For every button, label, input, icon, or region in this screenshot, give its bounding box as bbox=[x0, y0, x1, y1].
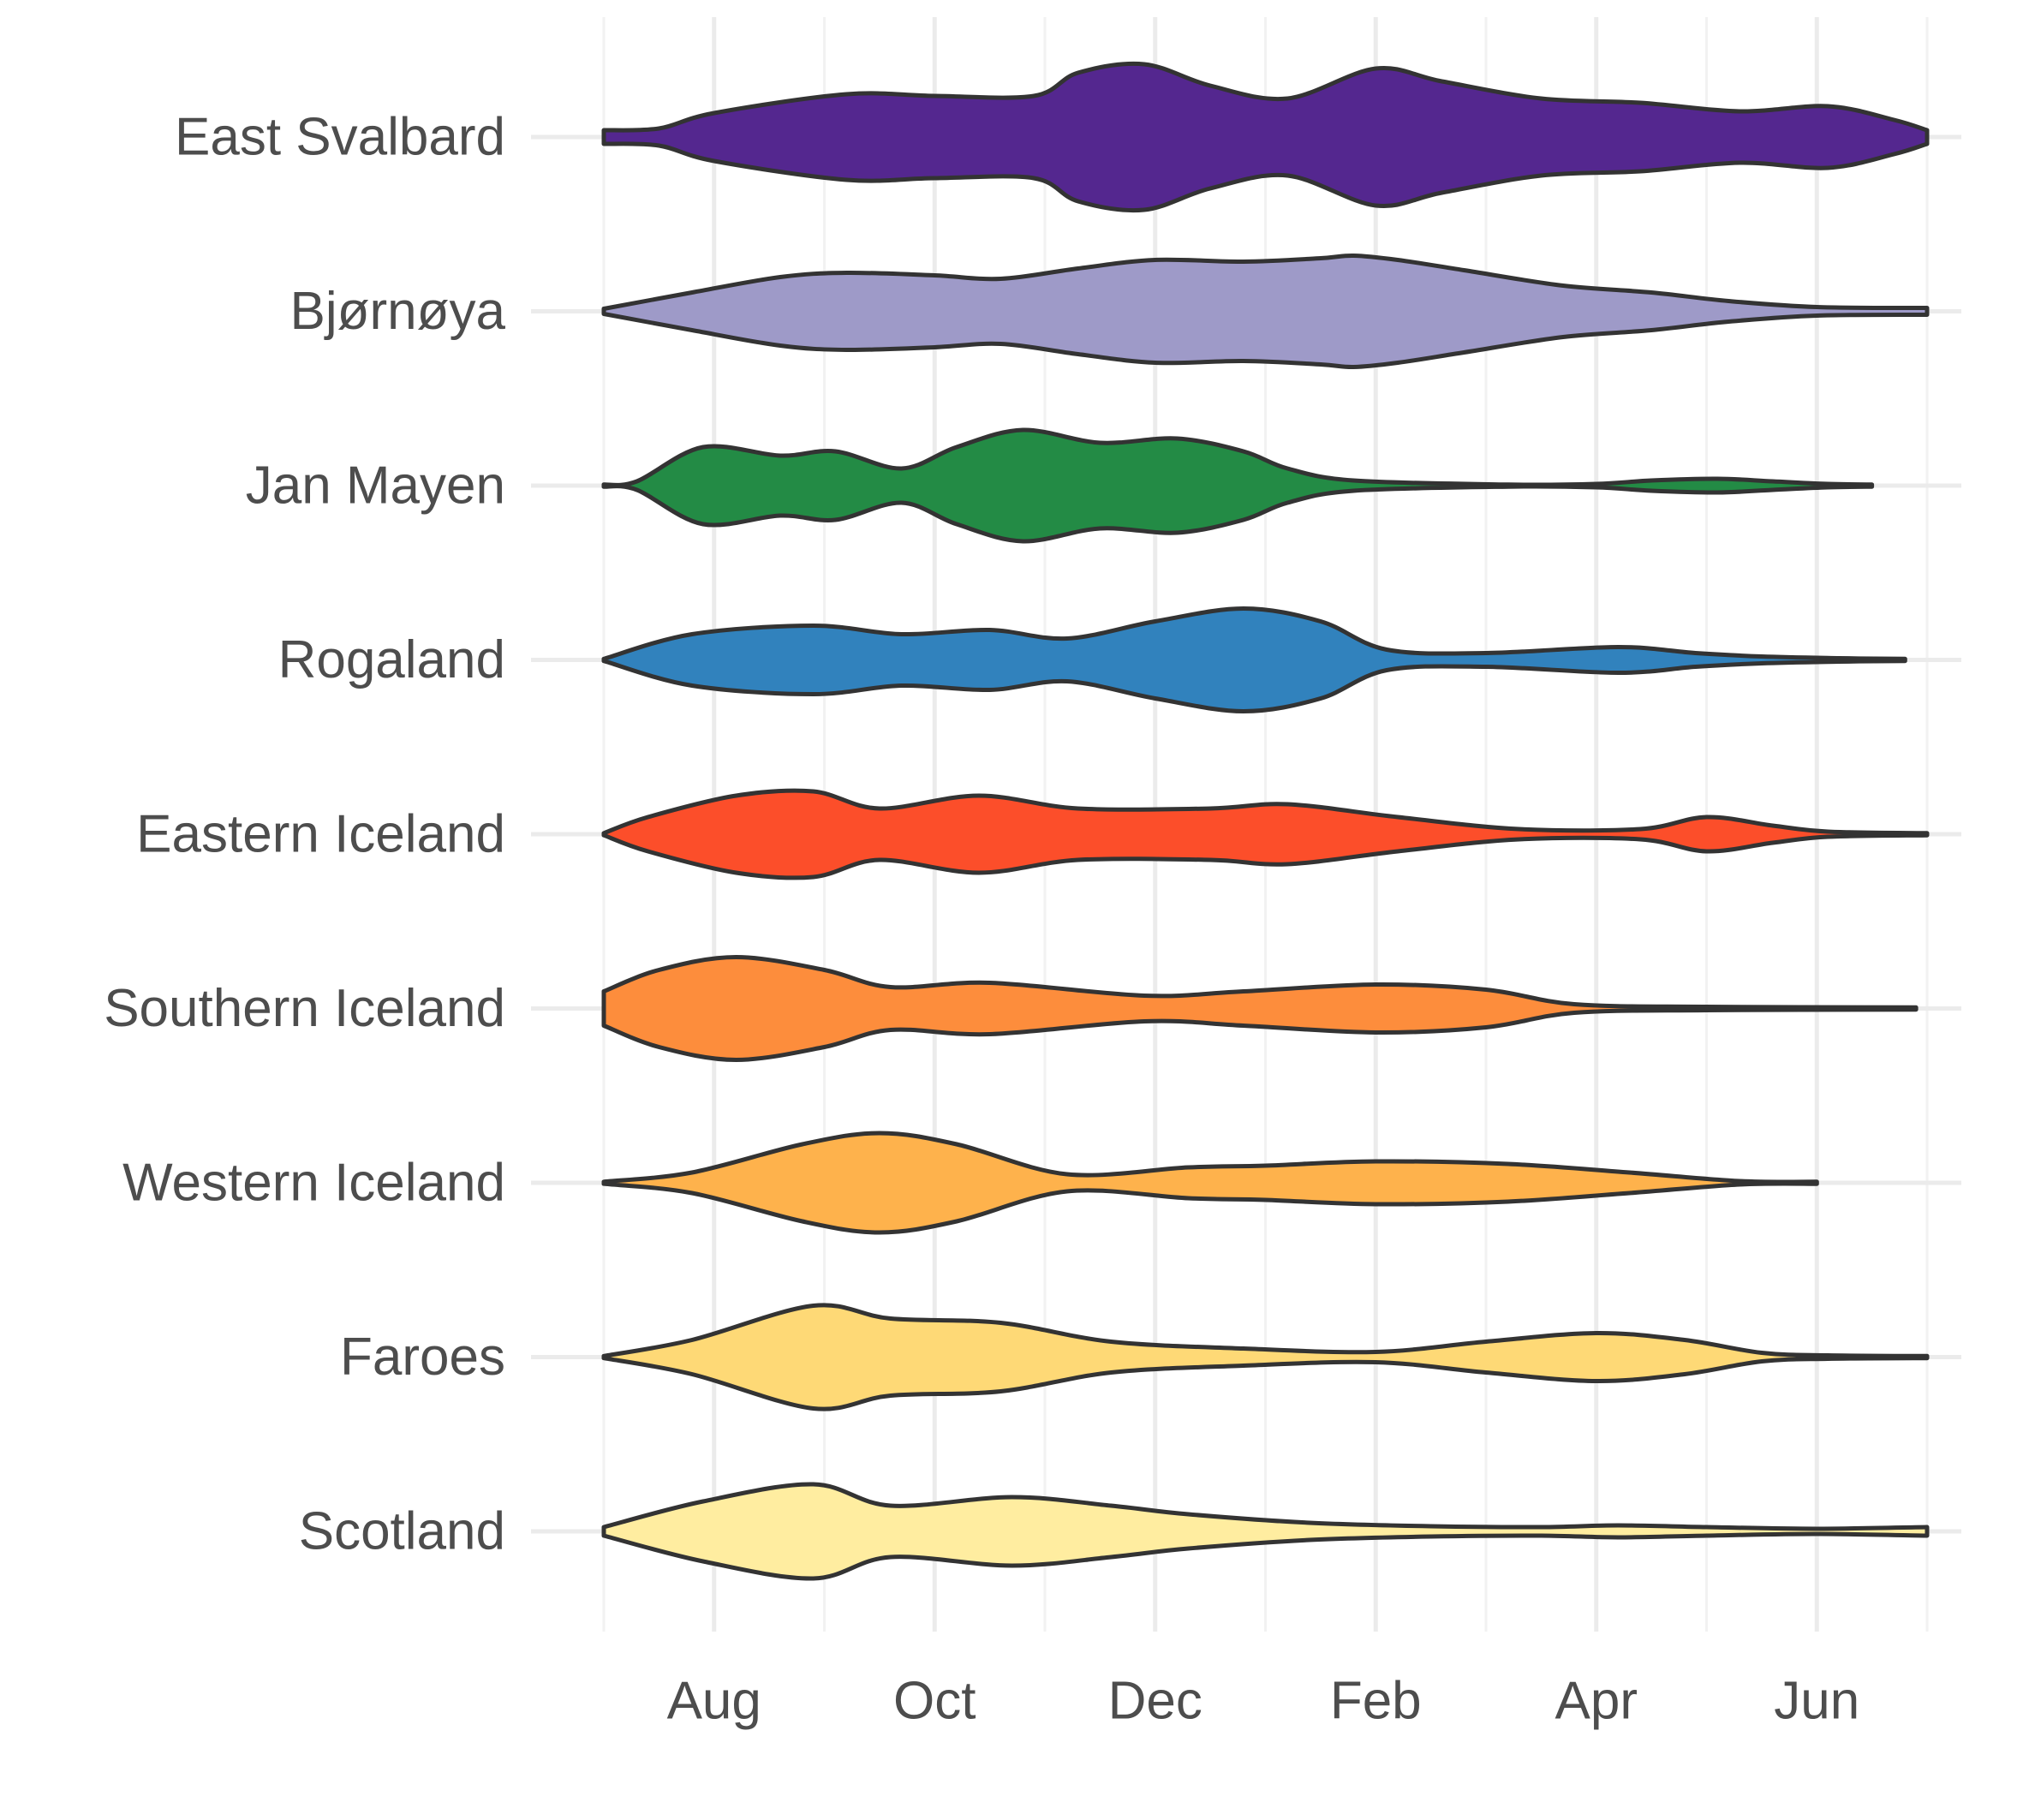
violin-southern-iceland bbox=[601, 955, 1919, 1062]
x-tick-label: Apr bbox=[1555, 1671, 1638, 1730]
y-tick-label: Jan Mayen bbox=[246, 456, 505, 516]
x-tick-label: Oct bbox=[893, 1671, 976, 1730]
y-tick-label: Rogaland bbox=[278, 630, 505, 689]
y-tick-label: East Svalbard bbox=[175, 108, 505, 167]
violin-layer bbox=[601, 61, 1930, 1581]
violin-eastern-iceland bbox=[601, 788, 1930, 880]
y-tick-label: Scotland bbox=[299, 1502, 505, 1561]
violin-jan-mayen bbox=[601, 427, 1875, 544]
violin-faroes bbox=[601, 1303, 1930, 1411]
x-tick-label: Feb bbox=[1330, 1671, 1422, 1730]
y-tick-label: Eastern Iceland bbox=[136, 805, 505, 864]
y-axis-labels: East Svalbard Bjørnøya Jan Mayen Rogaland Ea… bbox=[104, 108, 505, 1561]
y-tick-label: Faroes bbox=[340, 1328, 505, 1387]
violin-east-svalbard bbox=[601, 61, 1930, 213]
violin-scotland bbox=[601, 1482, 1930, 1581]
violin-western-iceland bbox=[601, 1131, 1819, 1235]
x-tick-label: Jun bbox=[1774, 1671, 1859, 1730]
x-tick-label: Aug bbox=[667, 1671, 761, 1730]
violin-bj-rn-ya bbox=[601, 253, 1930, 370]
y-tick-label: Western Iceland bbox=[122, 1154, 505, 1213]
x-tick-label: Dec bbox=[1108, 1671, 1202, 1730]
violin-rogaland bbox=[601, 606, 1907, 713]
y-tick-label: Bjørnøya bbox=[290, 282, 506, 341]
x-axis-labels: Aug Oct Dec Feb Apr Jun bbox=[667, 1671, 1860, 1730]
y-tick-label: Southern Iceland bbox=[104, 979, 505, 1038]
